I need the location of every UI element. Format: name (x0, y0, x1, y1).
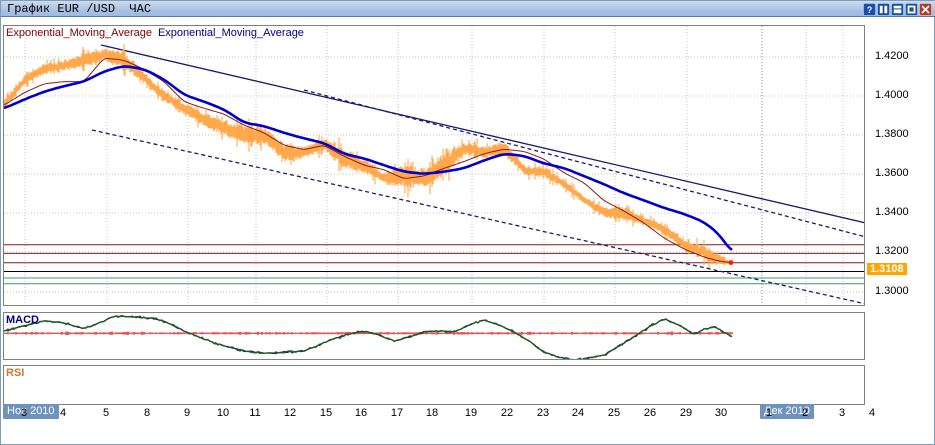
svg-text:?: ? (866, 5, 872, 15)
